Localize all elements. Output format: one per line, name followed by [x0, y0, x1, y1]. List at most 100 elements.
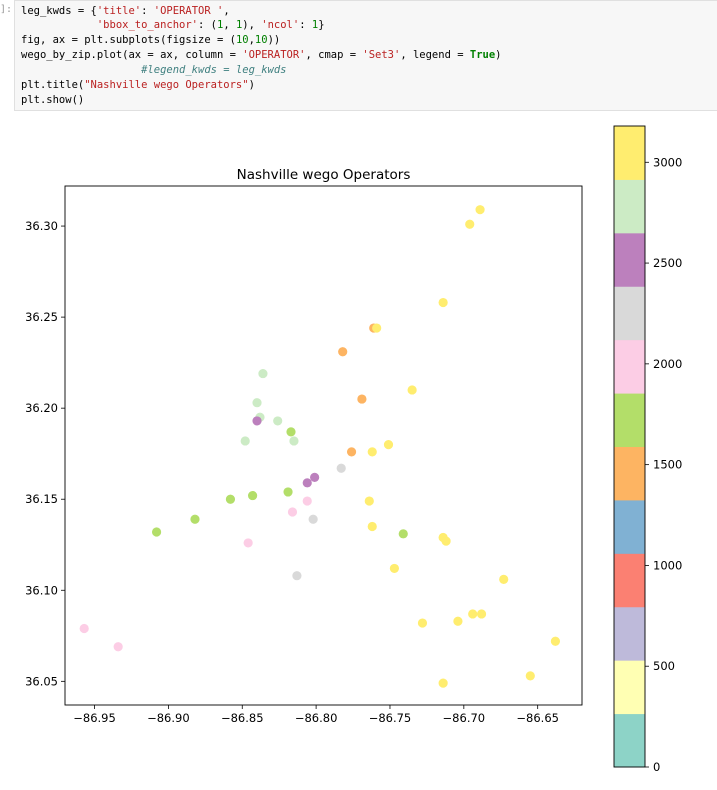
data-point: [468, 609, 478, 619]
data-point: [438, 297, 448, 308]
code-token: 1: [311, 19, 319, 31]
colorbar-tick-label: 0: [653, 760, 660, 774]
y-tick-label: 36.15: [25, 492, 58, 506]
code-cell[interactable]: leg_kwds = {'title': 'OPERATOR ', 'bbox_…: [14, 0, 717, 111]
colorbar-segment: [614, 713, 645, 768]
code-line: leg_kwds = {'title': 'OPERATOR ',: [21, 4, 230, 19]
code-token: 'bbox_to_anchor': [96, 19, 199, 31]
chart-title: Nashville wego Operators: [237, 167, 411, 183]
data-point: [383, 439, 394, 450]
colorbar-segment: [614, 393, 645, 447]
code-token: True: [469, 49, 496, 61]
x-tick-label: −86.70: [443, 711, 486, 725]
data-point: [79, 623, 89, 634]
x-tick-label: −86.75: [369, 711, 412, 725]
colorbar-tick-label: 3000: [653, 155, 682, 169]
data-point: [475, 205, 485, 215]
data-point: [550, 636, 561, 646]
code-token: 'title': [96, 5, 142, 17]
data-point: [389, 563, 400, 574]
data-point: [441, 536, 451, 546]
code-token: 1: [235, 19, 243, 31]
data-point: [247, 490, 258, 501]
code-line: fig, ax = plt.subplots(figsize = (10,10)…: [21, 33, 280, 48]
code-token: wego_by_zip.plot(ax = ax, column =: [21, 49, 243, 61]
code-token: 'OPERATOR': [242, 49, 306, 61]
y-tick-label: 36.30: [25, 219, 58, 233]
data-point: [407, 385, 417, 395]
data-point: [287, 507, 298, 517]
colorbar-segment: [614, 446, 645, 501]
code-token: ),: [242, 19, 262, 31]
code-token: 'Set3': [362, 49, 401, 61]
y-tick-label: 36.10: [25, 583, 58, 597]
code-token: 'OPERATOR ': [153, 5, 224, 17]
data-point: [525, 671, 535, 681]
data-point: [225, 494, 236, 504]
data-point: [308, 514, 318, 524]
colorbar-segment: [614, 553, 645, 608]
code-line: 'bbox_to_anchor': (1, 1), 'ncol': 1}: [21, 18, 325, 33]
colorbar-segment: [614, 286, 645, 341]
x-tick-label: −86.95: [73, 711, 116, 725]
colorbar-segment: [614, 499, 645, 554]
x-tick-label: −86.85: [221, 711, 264, 725]
code-token: ,: [223, 5, 230, 17]
data-point: [336, 463, 346, 473]
data-point: [499, 574, 509, 584]
colorbar: 0 500 1000 1500 2000 2500 3000: [613, 125, 682, 774]
data-point: [438, 678, 448, 688]
colorbar-tick-label: 1500: [653, 458, 682, 472]
data-point: [367, 521, 377, 532]
data-point: [346, 447, 357, 457]
colorbar-tick-label: 1000: [653, 558, 682, 572]
data-point: [453, 616, 463, 626]
data-point: [398, 529, 408, 539]
data-point: [417, 618, 428, 628]
colorbar-segment: [614, 232, 645, 287]
code-line: plt.show(): [21, 93, 84, 108]
plot-axes: Nashville wego Operators −86.95 −86.90 −86.…: [25, 167, 583, 725]
data-point: [289, 436, 299, 446]
plot-background: [65, 186, 582, 705]
data-point: [283, 487, 293, 497]
data-point: [465, 219, 475, 229]
code-line: plt.title("Nashville wego Operators"): [21, 78, 255, 93]
colorbar-segment: [614, 179, 645, 234]
data-point: [258, 368, 268, 379]
code-token: leg_kwds = {: [21, 5, 97, 17]
code-line: wego_by_zip.plot(ax = ax, column = 'OPER…: [21, 48, 502, 63]
colorbar-segment: [614, 606, 645, 661]
scatter-points: [79, 205, 561, 688]
colorbar-frame: [613, 125, 646, 768]
colorbar-tick-label: 500: [653, 659, 675, 673]
code-token: plt.show(): [21, 94, 85, 106]
code-token: ): [495, 49, 502, 61]
data-point: [364, 496, 374, 506]
cell-prompt: ]:: [0, 4, 13, 15]
code-token: ): [248, 79, 255, 91]
data-point: [151, 527, 162, 537]
code-token: , legend =: [400, 49, 470, 61]
data-point: [286, 427, 296, 437]
code-token: plt.title(: [21, 79, 85, 91]
code-token: 'ncol': [261, 19, 300, 31]
x-tick-label: −86.80: [295, 711, 338, 725]
data-point: [243, 538, 253, 548]
code-token: :: [299, 19, 312, 31]
code-token: : (: [198, 19, 217, 31]
colorbar-tick-label: 2000: [653, 357, 682, 371]
data-point: [252, 416, 262, 426]
data-point: [476, 609, 487, 619]
code-token: 1: [216, 19, 224, 31]
x-tick-label: −86.90: [147, 711, 190, 725]
code-token: )): [267, 34, 281, 46]
plot-frame: [64, 185, 583, 706]
colorbar-tick-label: 2500: [653, 256, 682, 270]
data-point: [240, 436, 250, 446]
data-point: [273, 416, 283, 426]
data-point: [190, 514, 200, 524]
code-token: , cmap =: [305, 49, 363, 61]
data-point: [302, 496, 312, 506]
